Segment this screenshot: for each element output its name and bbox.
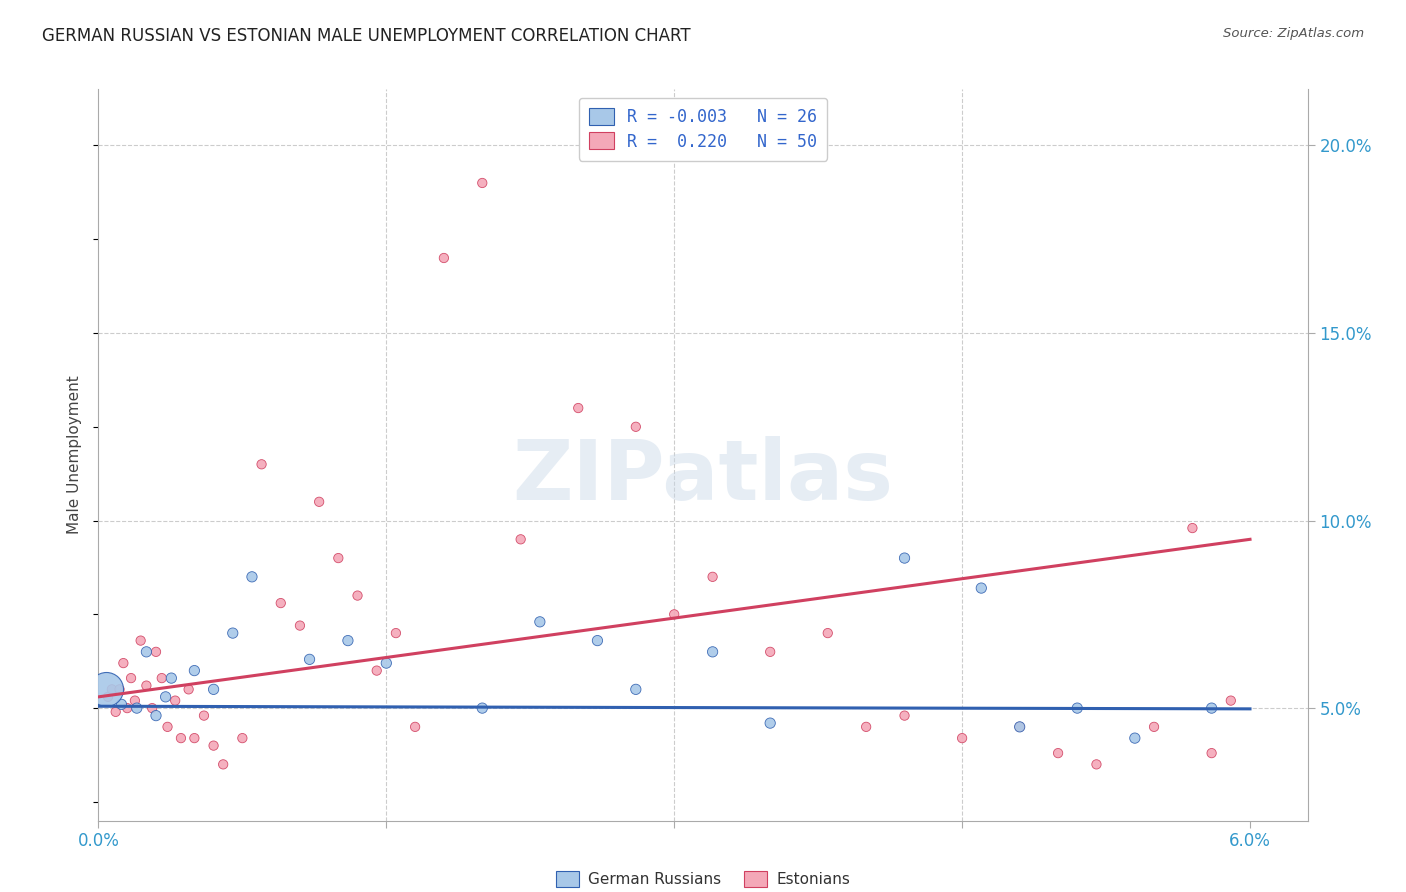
- Point: [193, 708, 215, 723]
- Point: [759, 716, 782, 731]
- Point: [202, 682, 225, 697]
- Point: [160, 671, 183, 685]
- Text: Source: ZipAtlas.com: Source: ZipAtlas.com: [1223, 27, 1364, 40]
- Point: [970, 581, 993, 595]
- Point: [183, 664, 205, 678]
- Point: [624, 419, 647, 434]
- Point: [129, 633, 152, 648]
- Point: [1123, 731, 1146, 745]
- Point: [375, 656, 398, 670]
- Point: [270, 596, 292, 610]
- Text: ZIPatlas: ZIPatlas: [513, 436, 893, 517]
- Point: [509, 533, 531, 547]
- Point: [1066, 701, 1088, 715]
- Point: [125, 701, 148, 715]
- Point: [104, 705, 127, 719]
- Point: [250, 458, 273, 472]
- Point: [404, 720, 426, 734]
- Point: [336, 633, 359, 648]
- Point: [108, 682, 131, 697]
- Point: [145, 708, 167, 723]
- Point: [141, 701, 163, 715]
- Point: [893, 551, 915, 566]
- Legend: German Russians, Estonians: German Russians, Estonians: [550, 865, 856, 892]
- Point: [156, 720, 179, 734]
- Point: [110, 698, 132, 712]
- Point: [817, 626, 839, 640]
- Point: [328, 551, 350, 566]
- Point: [231, 731, 253, 745]
- Point: [624, 682, 647, 697]
- Point: [366, 664, 388, 678]
- Point: [222, 626, 245, 640]
- Point: [1143, 720, 1166, 734]
- Point: [950, 731, 973, 745]
- Point: [1201, 746, 1223, 760]
- Point: [855, 720, 877, 734]
- Point: [759, 645, 782, 659]
- Point: [702, 645, 724, 659]
- Point: [97, 690, 120, 704]
- Point: [288, 618, 311, 632]
- Y-axis label: Male Unemployment: Male Unemployment: [67, 376, 83, 534]
- Point: [115, 701, 138, 715]
- Point: [120, 671, 142, 685]
- Point: [702, 570, 724, 584]
- Point: [471, 176, 494, 190]
- Point: [346, 589, 368, 603]
- Point: [664, 607, 686, 622]
- Point: [165, 693, 187, 707]
- Point: [567, 401, 589, 415]
- Point: [893, 708, 915, 723]
- Point: [471, 701, 494, 715]
- Point: [298, 652, 321, 666]
- Point: [1219, 693, 1241, 707]
- Point: [1085, 757, 1108, 772]
- Point: [124, 693, 146, 707]
- Point: [202, 739, 225, 753]
- Point: [240, 570, 263, 584]
- Point: [101, 682, 124, 697]
- Point: [94, 682, 117, 697]
- Point: [1008, 720, 1031, 734]
- Point: [150, 671, 173, 685]
- Point: [155, 690, 177, 704]
- Point: [586, 633, 609, 648]
- Point: [183, 731, 205, 745]
- Point: [145, 645, 167, 659]
- Point: [529, 615, 551, 629]
- Point: [135, 679, 157, 693]
- Point: [385, 626, 408, 640]
- Point: [177, 682, 200, 697]
- Point: [433, 251, 456, 265]
- Text: GERMAN RUSSIAN VS ESTONIAN MALE UNEMPLOYMENT CORRELATION CHART: GERMAN RUSSIAN VS ESTONIAN MALE UNEMPLOY…: [42, 27, 690, 45]
- Point: [170, 731, 193, 745]
- Point: [135, 645, 157, 659]
- Point: [1201, 701, 1223, 715]
- Point: [308, 495, 330, 509]
- Point: [1047, 746, 1070, 760]
- Point: [112, 656, 135, 670]
- Point: [1008, 720, 1031, 734]
- Point: [1181, 521, 1204, 535]
- Point: [212, 757, 235, 772]
